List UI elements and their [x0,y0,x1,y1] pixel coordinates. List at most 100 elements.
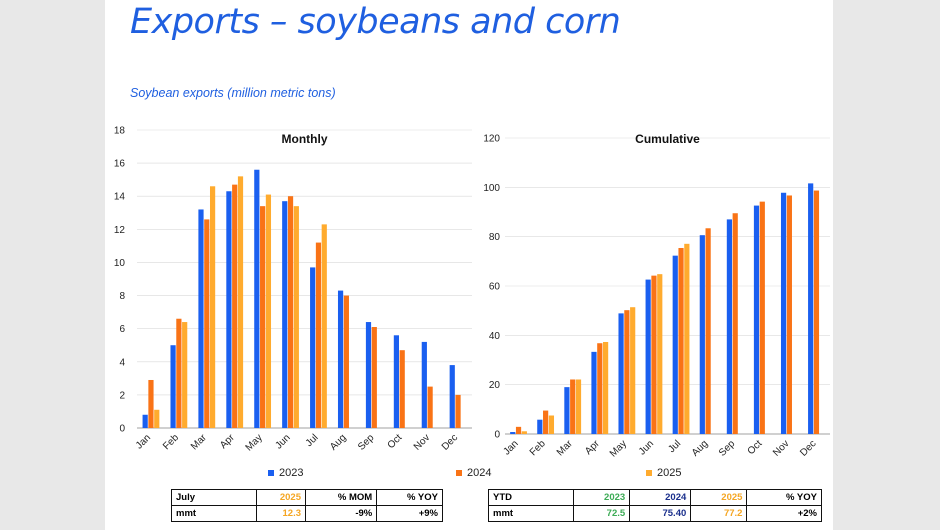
bar-2024-Mar [570,379,576,434]
bar-2025-Jan [521,431,527,434]
bar-2024-May [260,206,266,428]
bar-2023-Jan [510,432,516,434]
bar-2025-Jul [684,243,690,434]
x-tick-label: Mar [555,438,575,458]
bar-2024-Nov [786,195,792,434]
table-cell: +2% [746,505,822,522]
legend-item-2024: 2024 [456,467,491,479]
x-tick-label: May [244,432,265,453]
ytd-summary-table: YTD 2023 2024 2025 % YOY mmt 72.5 75.40 … [488,489,822,522]
bar-2023-Aug [337,290,344,428]
bar-2023-Jun [282,201,288,428]
bar-2024-Apr [597,343,603,434]
bar-2025-May [630,307,636,434]
bar-2023-Jul [310,267,316,428]
table-row: mmt 72.5 75.40 77.2 +2% [488,505,822,522]
y-tick-label: 60 [489,282,501,293]
bar-2025-Feb [182,322,188,428]
bar-2023-Mar [564,387,570,434]
y-tick-label: 40 [489,331,501,342]
y-tick-label: 8 [119,291,125,302]
y-tick-label: 6 [119,324,125,335]
bar-2024-Aug [343,295,349,428]
y-tick-label: 14 [114,192,126,203]
bar-2024-Oct [399,350,405,428]
bar-2024-Jan [515,426,522,434]
x-tick-label: Sep [717,438,738,459]
y-tick-label: 20 [489,380,501,391]
bar-2025-Jun [657,274,663,434]
table-row: YTD 2023 2024 2025 % YOY [488,489,822,506]
legend-swatch-2024 [456,470,462,477]
bar-2024-Jun [651,275,657,434]
table-cell: 72.5 [572,505,631,522]
legend-swatch-2025 [646,470,652,477]
bar-2023-Dec [449,365,455,428]
bar-2023-Dec [808,183,814,434]
bar-2024-Jul [315,242,322,428]
x-tick-label: Feb [528,438,548,458]
table-cell: YTD [488,489,574,506]
x-tick-label: May [608,438,629,459]
table-cell: % MOM [304,489,378,506]
page-title: Exports – soybeans and corn [130,2,621,42]
x-tick-label: Apr [583,438,602,457]
y-tick-label: 2 [119,390,125,401]
table-cell: 77.2 [690,505,748,522]
x-tick-label: Oct [746,438,765,457]
bar-2023-Sep [365,322,372,428]
bar-2024-Dec [813,190,820,434]
table-cell: 12.3 [256,505,306,522]
table-cell: % YOY [746,489,822,506]
x-tick-label: Jun [637,438,656,457]
x-tick-label: Apr [218,432,237,451]
bar-2023-Nov [780,192,787,434]
bar-2024-Dec [455,394,461,428]
legend-item-2025: 2025 [646,467,681,479]
bar-2023-Feb [170,345,176,428]
bar-2023-Apr [226,191,232,428]
bar-2024-Mar [204,219,210,428]
table-cell: 2025 [256,489,306,506]
legend-label-2025: 2025 [657,467,682,479]
x-tick-label: Jul [666,438,683,455]
bar-2023-Aug [699,235,705,434]
bar-2023-Nov [421,341,427,428]
bar-2024-Sep [371,327,377,428]
x-tick-label: Jun [273,432,292,451]
table-row: mmt 12.3 -9% +9% [171,505,443,522]
bar-2025-Apr [237,176,244,428]
x-tick-label: Feb [161,432,181,452]
bar-2024-Aug [705,228,711,434]
y-tick-label: 12 [114,225,126,236]
bar-2023-Jan [142,414,148,428]
bar-2024-Sep [732,213,738,434]
x-tick-label: Aug [690,438,710,458]
bar-2024-Nov [427,386,433,428]
bar-2023-May [254,169,260,428]
x-tick-label: Aug [328,432,348,452]
bar-2023-Sep [726,219,733,434]
bar-2024-Jul [678,248,684,434]
table-cell: 2025 [690,489,748,506]
bar-2025-Feb [548,415,555,434]
y-tick-label: 10 [114,258,126,269]
y-tick-label: 16 [114,159,126,170]
x-tick-label: Dec [440,432,460,452]
y-tick-label: 4 [119,357,125,368]
y-tick-label: 18 [114,126,126,137]
x-tick-label: Mar [189,432,209,452]
x-tick-label: Dec [798,438,818,458]
bar-2025-Mar [575,379,582,434]
table-cell: mmt [171,505,257,522]
x-tick-label: Jan [134,432,153,451]
x-tick-label: Sep [356,432,377,453]
x-tick-label: Nov [412,432,432,452]
bar-2024-May [624,310,630,434]
chart-subtitle: Soybean exports (million metric tons) [130,86,336,100]
y-tick-label: 80 [489,232,501,243]
chart-title: Monthly [282,132,328,146]
table-cell: mmt [488,505,574,522]
table-cell: 2024 [629,489,692,506]
